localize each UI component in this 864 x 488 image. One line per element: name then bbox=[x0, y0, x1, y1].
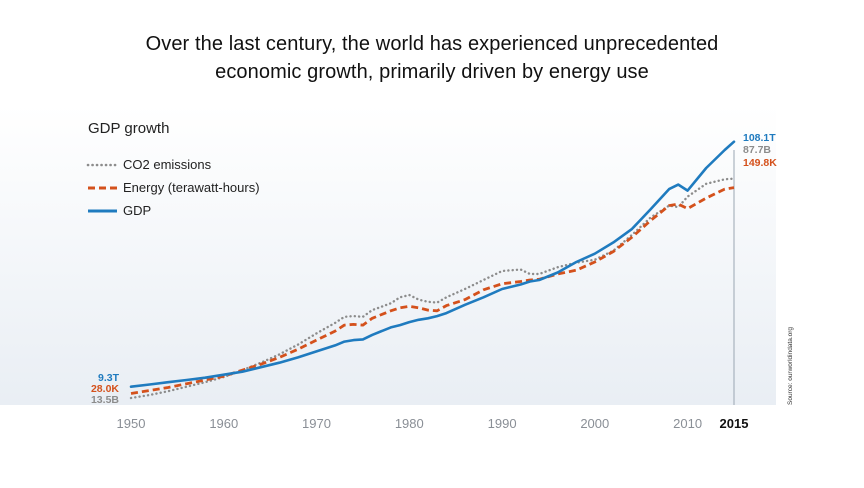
series-lines bbox=[129, 140, 736, 400]
x-tick-label-2015: 2015 bbox=[720, 416, 749, 431]
x-tick-label-2010: 2010 bbox=[673, 416, 702, 431]
end-value-labels: 108.1T 87.7B 149.8K bbox=[743, 132, 777, 169]
x-axis-ticks: 1950 1960 1970 1980 1990 2000 2010 2015 bbox=[117, 416, 749, 431]
energy-end-label: 149.8K bbox=[743, 157, 777, 169]
x-tick-label-2000: 2000 bbox=[580, 416, 609, 431]
energy-start-label: 28.0K bbox=[91, 383, 119, 395]
headline-line-1: Over the last century, the world has exp… bbox=[145, 33, 719, 55]
x-tick-label-1960: 1960 bbox=[209, 416, 238, 431]
chart-headline: Over the last century, the world has exp… bbox=[0, 30, 864, 86]
source-note: Source: ourworldindata.org bbox=[787, 327, 794, 405]
x-tick-label-1980: 1980 bbox=[395, 416, 424, 431]
legend-label-co2: CO2 emissions bbox=[123, 157, 212, 172]
legend: CO2 emissions Energy (terawatt-hours) GD… bbox=[86, 157, 260, 218]
legend-label-energy: Energy (terawatt-hours) bbox=[123, 180, 260, 195]
headline-line-2: economic growth, primarily driven by ene… bbox=[215, 61, 649, 83]
x-tick-label-1970: 1970 bbox=[302, 416, 331, 431]
start-value-labels: 9.3T 28.0K 13.5B bbox=[91, 372, 120, 406]
x-tick-label-1950: 1950 bbox=[117, 416, 146, 431]
co2-start-label: 13.5B bbox=[91, 394, 119, 406]
co2-end-label: 87.7B bbox=[743, 144, 771, 156]
gdp-line bbox=[129, 140, 736, 388]
gdp-start-label: 9.3T bbox=[98, 372, 120, 384]
plot-background bbox=[0, 105, 776, 405]
x-tick-label-1990: 1990 bbox=[488, 416, 517, 431]
energy-line bbox=[130, 186, 735, 395]
chart-title: GDP growth bbox=[88, 120, 169, 137]
gdp-end-label: 108.1T bbox=[743, 132, 776, 144]
legend-label-gdp: GDP bbox=[123, 203, 151, 218]
